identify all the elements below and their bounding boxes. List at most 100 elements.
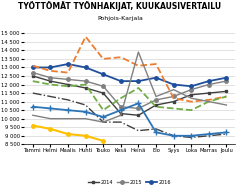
- 2020: [172, 89, 175, 91]
- 2021: [102, 116, 105, 118]
- 2017: [66, 71, 69, 74]
- 2016: [102, 73, 105, 75]
- Line: 2019: 2019: [33, 93, 226, 137]
- 2019: [84, 104, 87, 106]
- 2020: [31, 114, 34, 116]
- Text: TYÖTTÖMÄT TYÖNHAKIJAT, KUUKAUSIVERTAILU: TYÖTTÖMÄT TYÖNHAKIJAT, KUUKAUSIVERTAILU: [18, 1, 222, 11]
- 2016: [225, 77, 228, 79]
- 2022: [102, 140, 105, 142]
- 2021: [190, 135, 193, 137]
- 2021: [225, 131, 228, 133]
- 2018: [49, 83, 52, 86]
- 2016: [119, 80, 122, 82]
- 2017: [137, 65, 140, 67]
- 2019: [49, 95, 52, 98]
- 2017: [207, 99, 210, 101]
- 2014: [119, 112, 122, 115]
- 2022: [31, 124, 34, 127]
- 2021: [172, 135, 175, 137]
- 2014: [31, 75, 34, 77]
- 2018: [207, 100, 210, 103]
- 2016: [137, 80, 140, 82]
- 2016: [207, 80, 210, 82]
- 2020: [190, 97, 193, 99]
- 2015: [207, 83, 210, 86]
- 2018: [172, 107, 175, 110]
- 2017: [102, 58, 105, 60]
- 2014: [137, 114, 140, 116]
- 2015: [66, 78, 69, 80]
- 2020: [225, 104, 228, 106]
- 2021: [49, 107, 52, 110]
- 2019: [119, 121, 122, 123]
- 2022: [84, 135, 87, 137]
- 2021: [31, 106, 34, 108]
- Text: Pohjois-Karjala: Pohjois-Karjala: [97, 16, 143, 21]
- 2014: [66, 83, 69, 86]
- 2019: [137, 130, 140, 132]
- 2021: [84, 111, 87, 113]
- 2019: [155, 128, 157, 130]
- Line: 2016: 2016: [31, 62, 228, 88]
- 2018: [225, 95, 228, 98]
- 2021: [66, 109, 69, 111]
- 2017: [225, 95, 228, 98]
- 2014: [49, 80, 52, 82]
- 2015: [119, 106, 122, 108]
- 2017: [190, 100, 193, 103]
- 2016: [190, 85, 193, 87]
- 2020: [137, 51, 140, 53]
- 2018: [119, 97, 122, 99]
- Line: 2014: 2014: [31, 75, 228, 117]
- 2019: [190, 136, 193, 139]
- 2017: [49, 70, 52, 72]
- 2018: [31, 80, 34, 82]
- 2014: [190, 94, 193, 96]
- 2020: [84, 118, 87, 120]
- Line: 2018: 2018: [33, 81, 226, 110]
- 2022: [49, 128, 52, 130]
- 2017: [155, 63, 157, 65]
- 2019: [207, 135, 210, 137]
- 2020: [207, 100, 210, 103]
- 2014: [84, 87, 87, 89]
- 2020: [155, 95, 157, 98]
- 2016: [155, 77, 157, 79]
- Line: 2015: 2015: [31, 71, 228, 110]
- 2017: [119, 56, 122, 58]
- 2015: [172, 95, 175, 98]
- 2022: [66, 133, 69, 135]
- Line: 2017: 2017: [33, 37, 226, 102]
- 2016: [31, 66, 34, 69]
- 2019: [31, 92, 34, 94]
- 2020: [102, 121, 105, 123]
- 2017: [84, 36, 87, 38]
- 2016: [66, 63, 69, 65]
- 2014: [225, 90, 228, 92]
- Line: 2020: 2020: [33, 52, 226, 122]
- 2015: [102, 85, 105, 87]
- 2021: [207, 133, 210, 135]
- 2018: [84, 83, 87, 86]
- 2017: [172, 97, 175, 99]
- 2014: [207, 92, 210, 94]
- 2017: [31, 65, 34, 67]
- 2020: [49, 118, 52, 120]
- 2020: [66, 118, 69, 120]
- 2015: [84, 80, 87, 82]
- 2021: [137, 102, 140, 104]
- 2020: [119, 114, 122, 116]
- 2019: [172, 135, 175, 137]
- 2015: [190, 89, 193, 91]
- 2015: [49, 77, 52, 79]
- 2018: [102, 109, 105, 111]
- 2015: [31, 71, 34, 74]
- 2015: [137, 107, 140, 110]
- 2014: [102, 92, 105, 94]
- Line: 2022: 2022: [31, 124, 105, 143]
- 2021: [155, 131, 157, 133]
- 2016: [49, 66, 52, 69]
- 2018: [137, 87, 140, 89]
- 2014: [172, 100, 175, 103]
- 2019: [66, 99, 69, 101]
